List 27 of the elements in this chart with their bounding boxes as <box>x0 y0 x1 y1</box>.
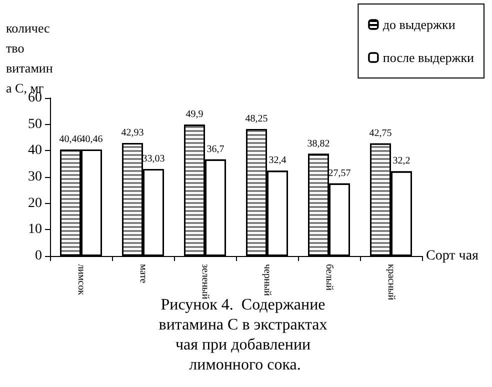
y-tick-label: 50 <box>28 116 42 132</box>
data-label: 32,2 <box>392 156 410 167</box>
data-label: 27,57 <box>328 168 351 179</box>
data-label: 38,82 <box>307 138 330 150</box>
data-label: 42,75 <box>369 128 392 139</box>
data-label: 48,25 <box>245 113 268 124</box>
x-axis-title: Сорт чая <box>426 248 480 264</box>
y-tick-label: 10 <box>28 222 42 238</box>
legend-label: после выдержки <box>382 50 474 65</box>
data-label: 40,46 <box>59 134 82 145</box>
x-tick-label: белый <box>324 264 334 292</box>
y-tick-label: 20 <box>28 196 42 211</box>
x-tick-label: красный <box>386 264 396 301</box>
legend-label: до выдержки <box>382 17 456 32</box>
data-label: 32,4 <box>268 155 286 166</box>
data-label: 33,03 <box>142 154 165 165</box>
x-tick-label: мате <box>138 264 148 284</box>
x-tick-label: черный <box>262 264 272 297</box>
data-label: 40,46 <box>80 134 103 145</box>
data-label: 49,9 <box>186 109 204 120</box>
x-tick-label: лимсок <box>76 264 86 296</box>
data-label: 36,7 <box>206 144 224 155</box>
data-label: 42,93 <box>121 127 144 138</box>
y-tick-label: 40 <box>28 143 42 158</box>
y-tick-label: 0 <box>35 248 42 264</box>
y-tick-label: 30 <box>28 170 42 184</box>
x-tick-label: зеленый <box>200 264 210 300</box>
